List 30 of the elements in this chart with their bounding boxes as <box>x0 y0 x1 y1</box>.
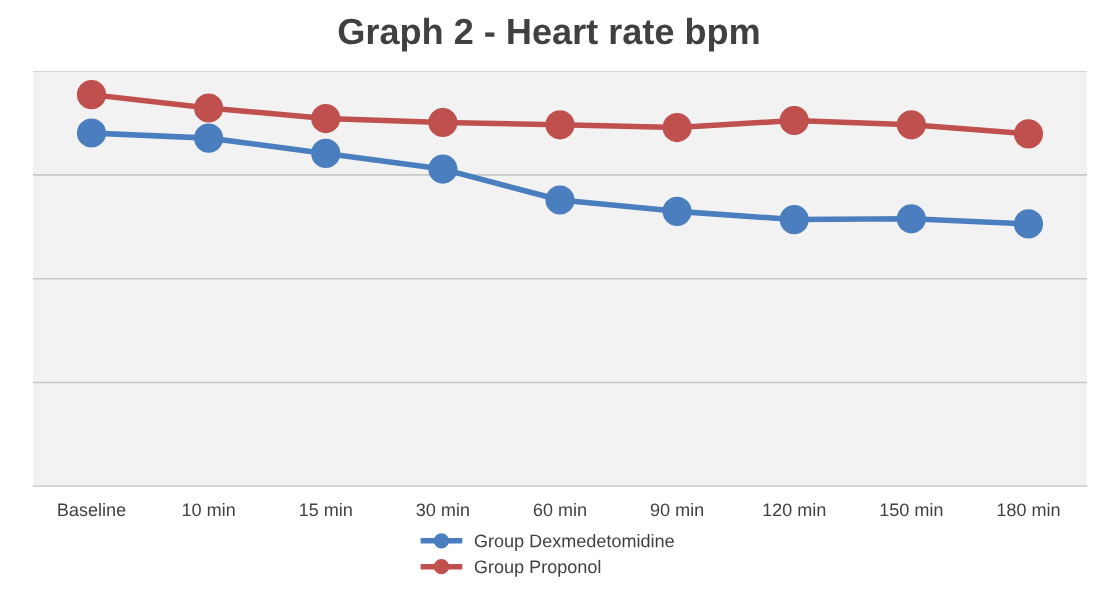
point <box>896 204 926 234</box>
point <box>545 110 575 140</box>
x-tick-label: 15 min <box>300 502 352 517</box>
point <box>545 185 575 215</box>
legend-label: Group Proponol <box>474 559 601 577</box>
x-tick-label: 30 min <box>416 502 469 517</box>
point <box>194 123 224 153</box>
x-tick-label: Baseline <box>58 502 126 517</box>
legend-label: Group Dexmedetomidine <box>474 534 674 551</box>
point <box>662 112 692 143</box>
x-tick-label: 60 min <box>533 502 586 517</box>
point <box>428 154 458 184</box>
point <box>311 138 341 168</box>
point <box>779 105 809 136</box>
point <box>1013 119 1044 149</box>
point <box>1013 209 1044 239</box>
x-tick-label: 120 min <box>763 502 826 517</box>
x-tick-label: 10 min <box>182 502 235 517</box>
x-tick-label: 180 min <box>997 502 1060 517</box>
point <box>194 93 224 123</box>
x-tick-label: 150 min <box>880 502 943 517</box>
point <box>896 110 926 140</box>
point <box>662 196 692 226</box>
point <box>76 118 107 148</box>
point <box>76 80 107 110</box>
point <box>311 103 341 134</box>
chart-title: Graph 2 - Heart rate bpm <box>338 17 759 52</box>
point <box>779 204 809 235</box>
point <box>428 107 458 138</box>
x-tick-label: 90 min <box>650 502 704 517</box>
